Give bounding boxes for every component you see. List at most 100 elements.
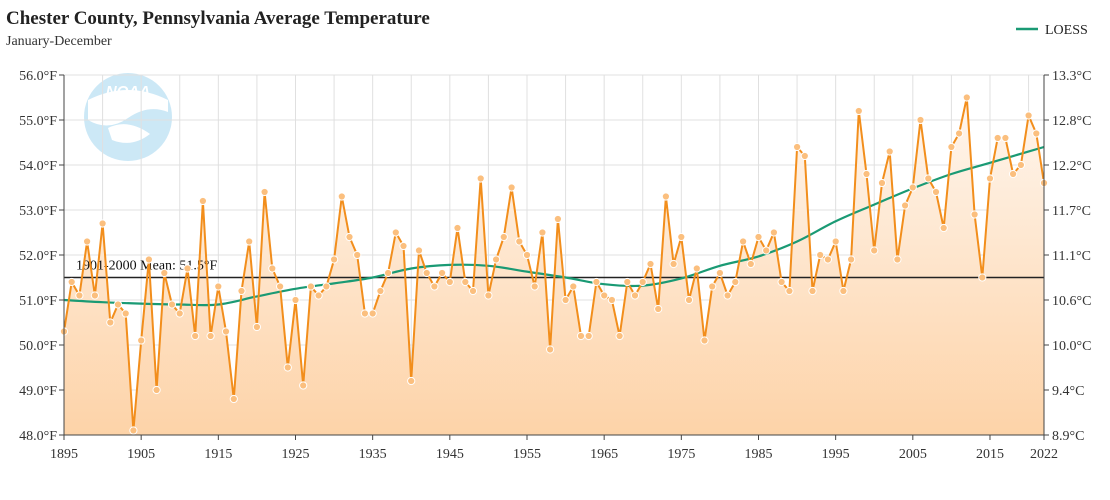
data-point	[360, 309, 369, 318]
data-point	[847, 255, 856, 264]
data-point	[399, 241, 408, 251]
data-point	[661, 192, 671, 201]
data-point	[793, 142, 802, 152]
data-point	[237, 286, 246, 296]
data-point	[576, 331, 586, 341]
chart-subtitle: January-December	[6, 34, 112, 49]
data-point	[808, 286, 817, 296]
data-point	[754, 232, 763, 242]
data-point	[1016, 160, 1026, 170]
temperature-line	[63, 97, 1045, 431]
data-point	[823, 255, 833, 264]
x-tick-label: 1985	[744, 447, 772, 462]
data-point	[252, 322, 261, 332]
x-tick-label: 1995	[822, 447, 850, 462]
data-point	[785, 286, 794, 296]
data-point	[137, 336, 146, 345]
data-point	[330, 255, 339, 264]
data-point	[769, 228, 779, 237]
data-point	[684, 295, 694, 305]
area-fill	[64, 97, 1044, 435]
y2-tick-label: 10.0°C	[1052, 339, 1091, 354]
data-point	[623, 277, 632, 287]
y-tick-label: 56.0°F	[19, 69, 57, 84]
y2-tick-label: 11.1°C	[1052, 249, 1091, 264]
data-point	[870, 246, 879, 255]
x-tick-label: 1955	[513, 447, 541, 462]
data-point	[978, 273, 987, 282]
x-tick-label: 1925	[281, 447, 309, 462]
data-point	[283, 363, 292, 372]
y2-tick-label: 12.8°C	[1052, 114, 1091, 129]
data-point	[113, 300, 123, 309]
data-point	[221, 327, 231, 336]
y-tick-label: 55.0°F	[19, 114, 57, 129]
data-point	[708, 282, 717, 291]
data-point	[492, 255, 501, 264]
data-point	[654, 304, 663, 314]
x-tick-label: 1905	[127, 447, 155, 462]
data-point	[1032, 129, 1041, 138]
data-point	[407, 376, 416, 386]
data-point	[692, 264, 701, 273]
y2-tick-label: 13.3°C	[1052, 69, 1091, 84]
data-point	[538, 228, 547, 237]
data-point	[700, 336, 709, 345]
data-point	[368, 309, 377, 318]
data-point	[391, 228, 400, 237]
data-point	[438, 268, 447, 278]
legend-loess-label: LOESS	[1045, 23, 1088, 38]
data-point	[353, 250, 362, 260]
data-point	[191, 331, 200, 341]
data-point	[144, 255, 153, 264]
data-point	[167, 300, 177, 309]
data-point	[98, 219, 107, 228]
y-tick-label: 52.0°F	[19, 249, 57, 264]
data-point	[600, 291, 609, 300]
data-point	[214, 282, 223, 291]
data-point	[715, 268, 725, 278]
data-point	[939, 223, 948, 233]
noaa-logo-icon: NOAA	[84, 73, 172, 161]
data-point	[276, 282, 285, 291]
data-point	[245, 237, 254, 246]
data-point	[453, 223, 462, 233]
data-point	[561, 295, 570, 305]
data-point	[530, 282, 539, 291]
y2-tick-label: 10.6°C	[1052, 294, 1091, 309]
x-tick-label: 1975	[667, 447, 695, 462]
x-tick-label: 2015	[976, 447, 1004, 462]
data-point	[862, 169, 871, 179]
data-point	[160, 268, 169, 278]
x-tick-label: 1945	[436, 447, 464, 462]
data-point	[106, 318, 115, 327]
data-point	[476, 174, 485, 183]
data-point	[901, 201, 910, 210]
data-point	[183, 264, 192, 273]
data-point	[546, 345, 555, 354]
data-point	[1001, 133, 1010, 143]
data-point	[584, 331, 593, 341]
x-tick-label: 1965	[590, 447, 618, 462]
data-point	[468, 286, 478, 296]
data-point	[515, 237, 524, 246]
chart-title: Chester County, Pennsylvania Average Tem…	[6, 8, 430, 29]
data-point	[260, 187, 269, 197]
y2-tick-label: 9.4°C	[1052, 384, 1084, 399]
data-point	[499, 232, 508, 242]
data-point	[376, 286, 385, 296]
data-point	[931, 187, 941, 197]
y-tick-label: 53.0°F	[19, 204, 57, 219]
data-point	[291, 295, 300, 305]
data-point	[800, 151, 809, 161]
data-point	[306, 282, 315, 291]
data-point	[175, 309, 184, 318]
data-point	[229, 394, 238, 404]
data-point	[268, 264, 277, 273]
data-point	[345, 232, 354, 242]
legend[interactable]: LOESS	[1016, 23, 1088, 38]
y2-tick-label: 12.2°C	[1052, 159, 1091, 174]
x-tick-label: 2022	[1030, 447, 1058, 462]
data-point	[955, 129, 964, 138]
